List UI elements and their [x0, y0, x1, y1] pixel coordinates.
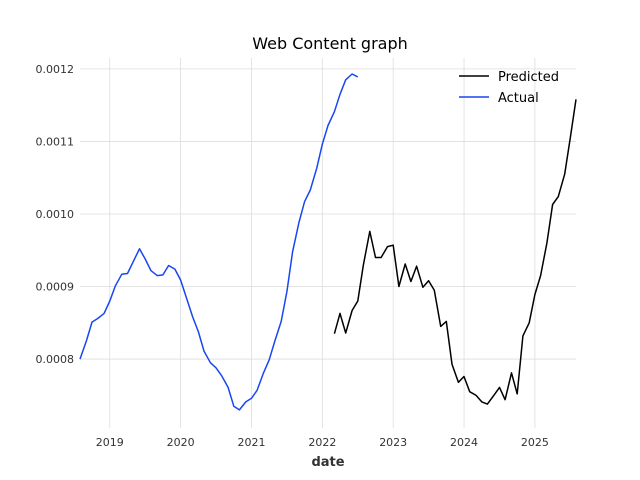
x-axis-label: date [311, 455, 344, 470]
y-tick-label: 0.0009 [36, 281, 75, 294]
x-tick-label: 2021 [237, 436, 265, 449]
legend-actual-label: Actual [498, 91, 539, 106]
series-line-predicted [333, 99, 577, 405]
x-tick-label: 2019 [96, 436, 124, 449]
x-tick-label: 2025 [521, 436, 549, 449]
x-tick-label: 2024 [450, 436, 478, 449]
x-axis-ticks: 2019 2020 2021 2022 2023 2024 2025 [96, 436, 549, 449]
series-line-actual [79, 73, 359, 411]
y-tick-label: 0.0008 [36, 353, 75, 366]
y-axis-ticks: 0.0008 0.0009 0.0010 0.0011 0.0012 [36, 63, 75, 366]
x-tick-label: 2022 [308, 436, 336, 449]
legend: Predicted Actual [459, 70, 559, 106]
y-tick-label: 0.0012 [36, 63, 75, 76]
grid [80, 58, 576, 428]
y-tick-label: 0.0011 [36, 135, 75, 148]
x-tick-label: 2023 [379, 436, 407, 449]
y-tick-label: 0.0010 [36, 208, 75, 221]
chart-title: Web Content graph [252, 34, 408, 53]
series [79, 73, 577, 411]
legend-predicted-label: Predicted [498, 70, 559, 85]
x-tick-label: 2020 [167, 436, 195, 449]
